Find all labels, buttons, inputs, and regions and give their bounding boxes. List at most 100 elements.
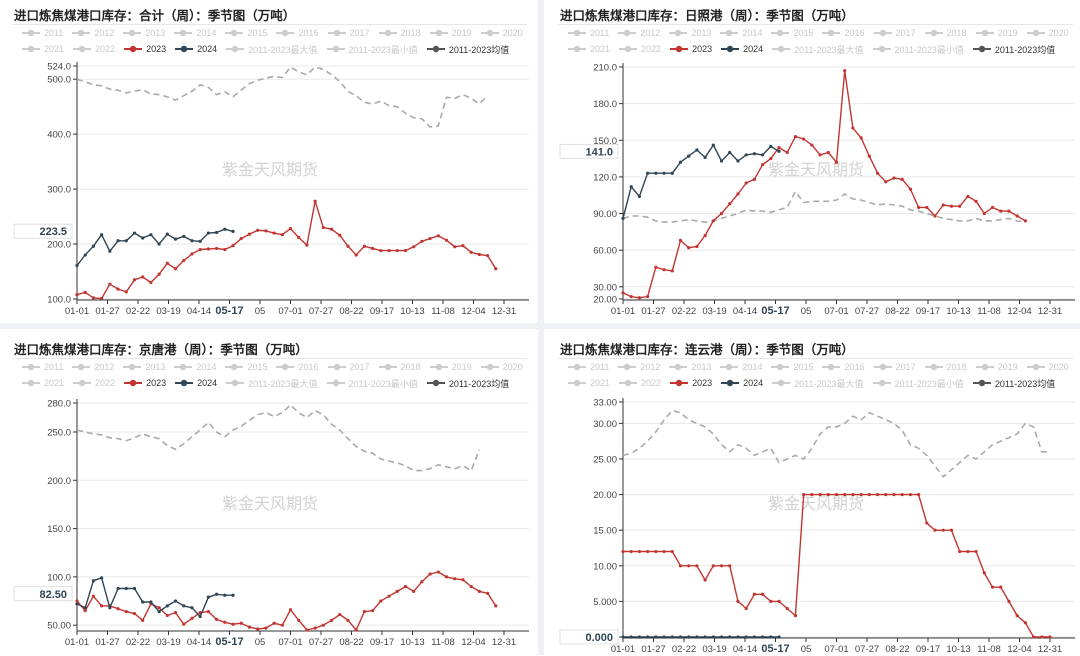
legend-label: 2022 [641,378,662,388]
legend-label: 2013 [691,28,712,38]
legend-item[interactable]: 2011-2023最大值 [226,43,318,56]
legend-item[interactable]: 2017 [873,28,916,38]
legend-item[interactable]: 2011-2023均值 [972,377,1055,390]
data-point-2023 [990,205,995,210]
legend-item[interactable]: 2018 [378,362,421,372]
legend-item[interactable]: 2011 [22,28,63,38]
legend-item[interactable]: 2018 [924,28,967,38]
legend-marker-icon [720,363,739,371]
y-tick-label: 250.0 [47,427,71,438]
legend-item[interactable]: 2011-2023最大值 [772,377,864,390]
data-point-2023 [338,612,342,617]
legend-item[interactable]: 2014 [720,362,762,372]
legend-item[interactable]: 2021 [22,44,64,54]
legend-item[interactable]: 2020 [480,362,523,372]
legend-item[interactable]: 2018 [924,362,967,372]
legend-item[interactable]: 2011-2023最小值 [872,43,964,56]
legend-item[interactable]: 2021 [568,44,610,54]
legend-item[interactable]: 2020 [480,28,523,38]
legend-item[interactable]: 2013 [669,362,711,372]
legend-item[interactable]: 2011-2023最小值 [326,43,418,56]
data-point-2023 [1015,614,1019,618]
legend-item[interactable]: 2017 [327,28,370,38]
data-point-2023 [379,599,383,603]
legend-item[interactable]: 2016 [276,28,319,38]
legend-item[interactable]: 2012 [618,28,660,38]
legend-item[interactable]: 2019 [975,28,1018,38]
legend-item[interactable]: 2021 [22,378,64,388]
legend-item[interactable]: 2022 [73,378,115,388]
legend-item[interactable]: 2014 [174,362,216,372]
legend-item[interactable]: 2023 [670,44,712,54]
legend-item[interactable]: 2012 [72,362,114,372]
legend-marker-icon [429,29,448,37]
data-point-2023 [206,610,210,614]
legend-item[interactable]: 2019 [429,28,472,38]
legend-item[interactable]: 2024 [175,378,217,388]
legend-label: 2011 [590,362,610,372]
legend-item[interactable]: 2012 [72,28,114,38]
legend-item[interactable]: 2015 [771,28,813,38]
legend-item[interactable]: 2014 [720,28,762,38]
data-point-2023 [859,136,863,140]
legend-item[interactable]: 2023 [124,44,166,54]
legend-item[interactable]: 2011-2023均值 [972,43,1055,56]
legend-item[interactable]: 2011-2023最大值 [226,377,318,390]
data-point-2023 [695,564,699,568]
data-point-2023 [264,229,268,233]
data-point-2024 [100,233,104,237]
legend-item[interactable]: 2023 [124,378,166,388]
legend-item[interactable]: 2020 [1026,362,1069,372]
legend-item[interactable]: 2011-2023最小值 [872,377,964,390]
legend-item[interactable]: 2015 [225,28,267,38]
legend-item[interactable]: 2018 [378,28,421,38]
data-point-2023 [900,492,904,497]
legend-item[interactable]: 2016 [822,28,865,38]
data-point-2023 [247,232,252,236]
legend-item[interactable]: 2017 [327,362,370,372]
legend-row: 2011 2012 2013 2014 2015 2016 2017 2018 2019 2020 [568,25,1078,41]
legend-item[interactable]: 2024 [175,44,217,54]
legend-marker-icon [924,29,943,37]
legend-item[interactable]: 2022 [73,44,115,54]
legend-item[interactable]: 2019 [429,362,472,372]
series-line-2023 [76,200,497,300]
legend-item[interactable]: 2012 [618,362,660,372]
legend-label: 2011 [44,362,64,372]
data-point-2024 [173,237,178,241]
legend-item[interactable]: 2022 [619,44,661,54]
data-point-2024 [124,239,128,243]
legend-item[interactable]: 2013 [123,28,165,38]
legend-item[interactable]: 2013 [669,28,711,38]
x-tick-label: 12-31 [492,306,516,317]
legend-item[interactable]: 2015 [771,362,813,372]
legend-item[interactable]: 2016 [276,362,319,372]
legend-item[interactable]: 2011 [568,362,609,372]
legend-item[interactable]: 2014 [174,28,216,38]
legend-item[interactable]: 2016 [822,362,865,372]
legend-item[interactable]: 2011 [568,28,609,38]
legend-item[interactable]: 2024 [721,44,763,54]
data-point-2024 [728,150,732,155]
legend-item[interactable]: 2011-2023均值 [426,377,509,390]
data-point-2024 [646,635,650,639]
legend-item[interactable]: 2011-2023最小值 [326,377,418,390]
data-point-2023 [190,616,194,621]
legend-item[interactable]: 2015 [225,362,267,372]
legend-item[interactable]: 2023 [670,378,712,388]
y-tick-label: 100.0 [47,295,71,306]
legend-item[interactable]: 2013 [123,362,165,372]
legend-item[interactable]: 2017 [873,362,916,372]
x-tick-label: 04-14 [187,306,211,317]
legend-item[interactable]: 2019 [975,362,1018,372]
legend-item[interactable]: 2011-2023均值 [426,43,509,56]
legend-item[interactable]: 2024 [721,378,763,388]
legend-label: 2022 [95,44,116,54]
legend-item[interactable]: 2020 [1026,28,1069,38]
legend-item[interactable]: 2022 [619,378,661,388]
legend-item[interactable]: 2021 [568,378,610,388]
legend-item[interactable]: 2011 [22,362,63,372]
legend-item[interactable]: 2011-2023最大值 [772,43,864,56]
data-point-2024 [190,606,194,610]
legend-marker-icon [975,363,994,371]
